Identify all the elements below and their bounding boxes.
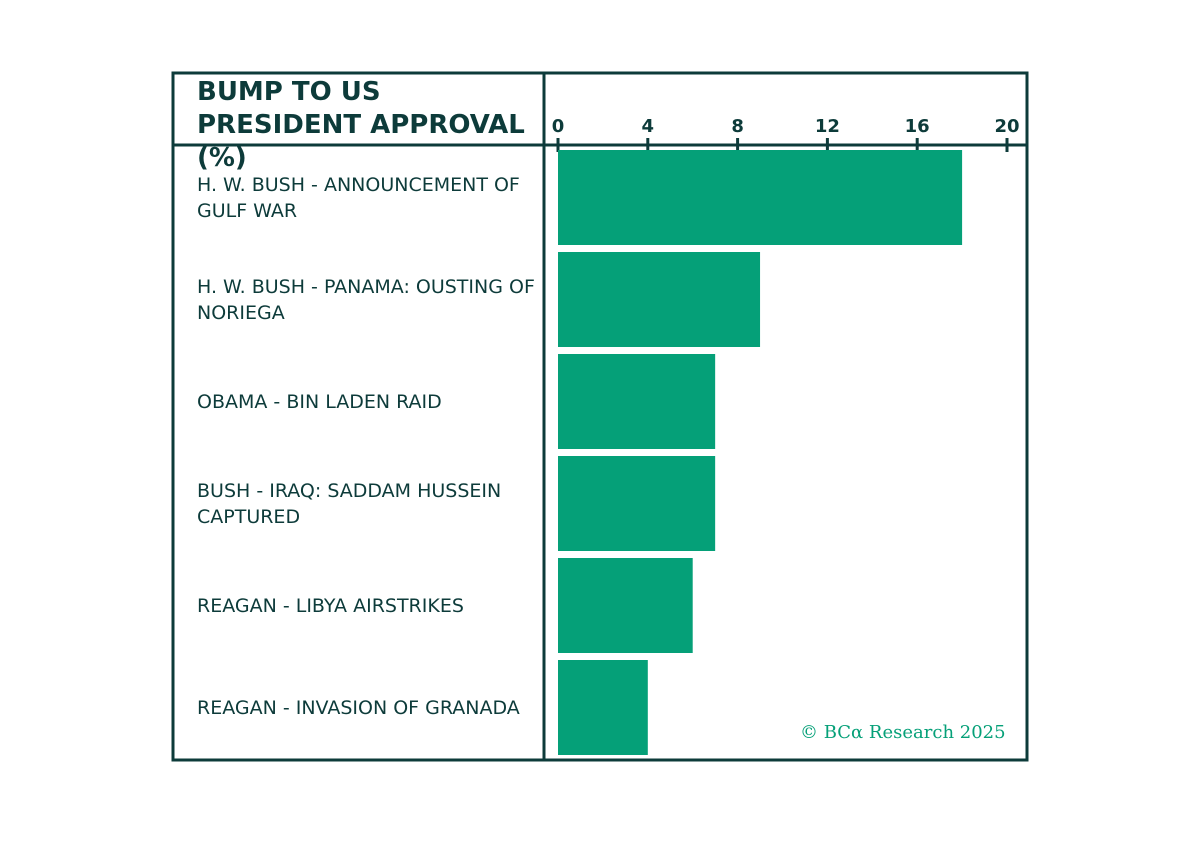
bar <box>558 456 716 551</box>
bar <box>558 150 963 245</box>
x-tick-label: 0 <box>552 116 565 137</box>
x-tick-label: 16 <box>905 116 930 137</box>
chart-title: BUMP TO US PRESIDENT APPROVAL (%) <box>197 77 525 173</box>
frame <box>171 71 1029 762</box>
bar <box>558 252 761 347</box>
y-tick-label: OBAMA - BIN LADEN RAID <box>197 390 442 413</box>
bar <box>558 354 716 449</box>
y-tick-label: REAGAN - INVASION OF GRANADA <box>197 696 520 719</box>
x-tick-label: 20 <box>994 116 1019 137</box>
source: © BCα Research 2025 <box>800 722 1006 743</box>
bar <box>558 558 693 653</box>
x-tick-label: 12 <box>815 116 840 137</box>
y-tick-label: REAGAN - LIBYA AIRSTRIKES <box>197 594 464 617</box>
bar <box>558 660 648 755</box>
y-tick-label: H. W. BUSH - ANNOUNCEMENT OF GULF WAR <box>197 173 520 222</box>
y-tick-label: BUSH - IRAQ: SADDAM HUSSEIN CAPTURED <box>197 479 502 528</box>
y-tick-label: H. W. BUSH - PANAMA: OUSTING OF NORIEGA <box>197 275 535 324</box>
x-tick-label: 4 <box>642 116 655 137</box>
x-tick-label: 8 <box>731 116 744 137</box>
